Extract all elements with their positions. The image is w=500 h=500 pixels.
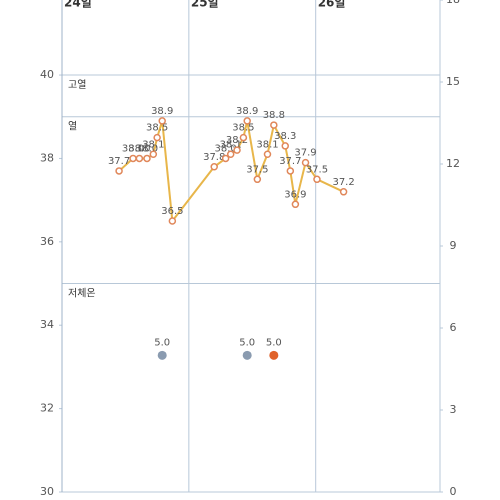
- data-label: 38.1: [220, 139, 242, 150]
- temperature-point: [135, 154, 144, 163]
- temperature-point: [339, 188, 348, 196]
- data-label: 38.5: [232, 123, 254, 134]
- temperature-point: [239, 133, 248, 142]
- dose-point: [242, 350, 252, 360]
- y-tick-label: 32: [40, 402, 54, 415]
- data-label: 37.5: [306, 164, 328, 175]
- dose-point: [269, 350, 279, 360]
- data-label: 37.5: [246, 164, 268, 175]
- x-tick-label: 24일: [64, 0, 92, 10]
- data-label: 38.9: [151, 106, 173, 117]
- data-label: 37.8: [203, 152, 225, 163]
- temperature-point: [243, 117, 251, 125]
- y2-tick-label: 6: [450, 321, 457, 334]
- data-label: 37.7: [279, 156, 301, 167]
- data-label: 5.0: [266, 337, 282, 348]
- data-label: 38.5: [146, 123, 168, 134]
- temperature-point: [153, 133, 161, 142]
- data-label: 38.8: [263, 110, 285, 121]
- temperature-point: [253, 175, 262, 184]
- threshold-label: 저체온: [68, 288, 96, 300]
- temperature-point: [221, 154, 230, 163]
- y2-tick-label: 18: [446, 0, 460, 6]
- y-tick-label: 38: [40, 151, 54, 164]
- data-label: 37.9: [294, 148, 316, 159]
- temperature-point: [158, 117, 166, 125]
- y2-tick-label: 3: [450, 403, 457, 416]
- temperature-point: [291, 200, 300, 209]
- temperature-point: [233, 146, 241, 154]
- temperature-point: [115, 167, 123, 175]
- y-tick-label: 40: [40, 68, 54, 81]
- data-label: 5.0: [154, 337, 170, 348]
- data-label: 38.0: [128, 143, 150, 154]
- dose-point: [157, 350, 167, 360]
- temperature-point: [263, 150, 272, 159]
- y-tick-label: 30: [40, 485, 54, 498]
- data-label: 36.9: [284, 189, 306, 200]
- x-tick-label: 25일: [191, 0, 219, 10]
- y2-tick-label: 0: [450, 485, 457, 498]
- y2-tick-label: 9: [450, 239, 457, 252]
- temperature-point: [313, 175, 321, 184]
- data-label: 38.1: [142, 139, 164, 150]
- data-label: 38.0: [122, 143, 144, 154]
- y-tick-label: 34: [40, 318, 54, 331]
- x-tick-label: 26일: [318, 0, 346, 10]
- temperature-point: [129, 154, 137, 163]
- data-label: 5.0: [239, 337, 255, 348]
- data-label: 36.5: [161, 206, 183, 217]
- data-label: 38.2: [226, 135, 248, 146]
- threshold-label: 고열: [68, 79, 86, 91]
- temperature-point: [301, 158, 310, 167]
- y2-tick-label: 12: [446, 157, 460, 170]
- data-label: 38.9: [236, 106, 258, 117]
- temperature-point: [270, 121, 278, 129]
- data-label: 37.7: [108, 156, 130, 167]
- data-label: 38.0: [214, 143, 236, 154]
- temperature-point: [286, 167, 295, 175]
- temperature-point: [168, 217, 177, 225]
- data-label: 37.2: [332, 177, 354, 188]
- temperature-point: [281, 142, 289, 150]
- temperature-point: [210, 163, 218, 171]
- temperature-point: [149, 150, 158, 159]
- threshold-label: 열: [68, 121, 77, 133]
- data-label: 38.1: [256, 139, 278, 150]
- y-tick-label: 36: [40, 235, 54, 248]
- temperature-point: [226, 150, 235, 159]
- temperature-point: [143, 154, 151, 163]
- data-label: 38.0: [136, 143, 158, 154]
- y2-tick-label: 15: [446, 75, 460, 88]
- data-label: 38.3: [274, 131, 296, 142]
